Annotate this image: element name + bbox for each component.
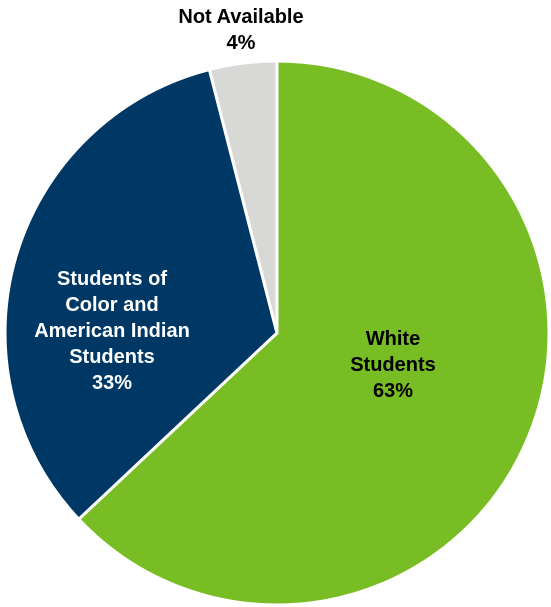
pie-slice-white [77,59,551,607]
pie-label-line-color: Students [69,346,155,368]
pie-label-value-white: 63% [373,380,413,402]
pie-label-line-white: Students [350,354,436,376]
pie-slices [3,59,551,607]
pie-label-value-color: 33% [92,372,132,394]
pie-label-line-white: White [366,328,420,350]
pie-label-color: Students of Color and American Indian Stude… [34,268,190,394]
pie-label-line-na: Not Available [178,6,303,28]
pie-label-line-color: Students of [57,268,167,290]
pie-label-line-color: Color and [65,294,158,316]
pie-label-line-color: American Indian [34,320,190,342]
pie-label-na: Not Available 4% [178,6,303,54]
pie-slice-na [207,59,279,335]
pie-label-white: White Students 63% [350,328,436,402]
pie-slice-color [3,68,279,521]
pie-labels: White Students 63% Students of Color and Amer… [34,6,436,402]
pie-label-value-na: 4% [227,32,256,54]
